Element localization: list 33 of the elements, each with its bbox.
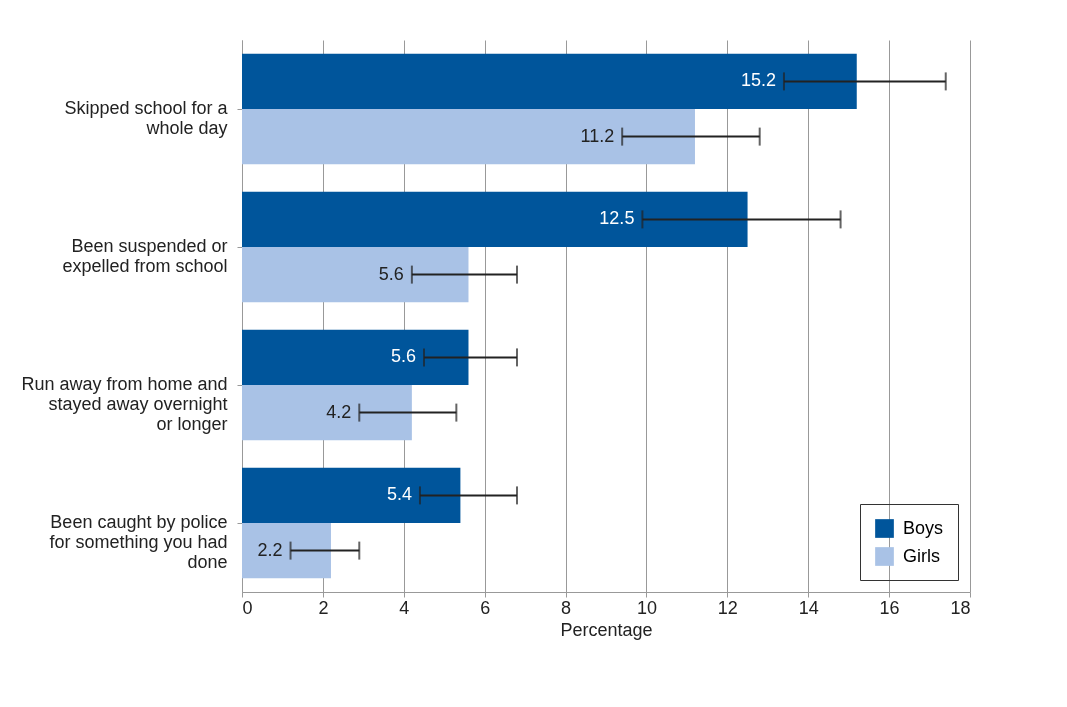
data-label: 11.2: [580, 125, 615, 146]
x-tick-label: 2: [318, 597, 329, 618]
data-label: 5.6: [390, 346, 416, 367]
bar: [242, 329, 469, 385]
bar: [242, 247, 469, 303]
x-tick-label: 18: [950, 597, 971, 618]
bar: [242, 385, 412, 441]
y-tick-label: Been suspended or expelled from school: [62, 236, 228, 276]
data-label: 12.5: [599, 208, 635, 229]
x-tick-label: 0: [242, 597, 253, 618]
data-label: 4.2: [326, 401, 352, 422]
y-tick-label: Run away from home and stayed away overnight or longer: [21, 374, 228, 434]
bar: [242, 523, 331, 579]
bar: [242, 467, 461, 523]
data-label: 5.6: [378, 263, 404, 284]
data-label: 5.4: [386, 484, 412, 505]
x-tick-label: 6: [480, 597, 491, 618]
legend-label: Boys: [903, 517, 944, 538]
bar: [242, 109, 695, 165]
x-tick-label: 10: [636, 597, 657, 618]
legend-label: Girls: [903, 545, 940, 566]
x-axis-title: Percentage: [560, 619, 653, 640]
x-tick-label: 8: [561, 597, 572, 618]
x-tick-label: 12: [717, 597, 738, 618]
x-tick-label: 16: [879, 597, 900, 618]
y-tick-label: Skipped school for a whole day: [64, 98, 229, 138]
x-tick-label: 14: [798, 597, 819, 618]
bar: [242, 53, 857, 109]
x-tick-label: 4: [399, 597, 410, 618]
bar: [242, 191, 748, 247]
data-label: 2.2: [257, 539, 283, 560]
data-label: 15.2: [740, 70, 776, 91]
y-tick-label: Been caught by police for something you had done: [49, 512, 228, 572]
